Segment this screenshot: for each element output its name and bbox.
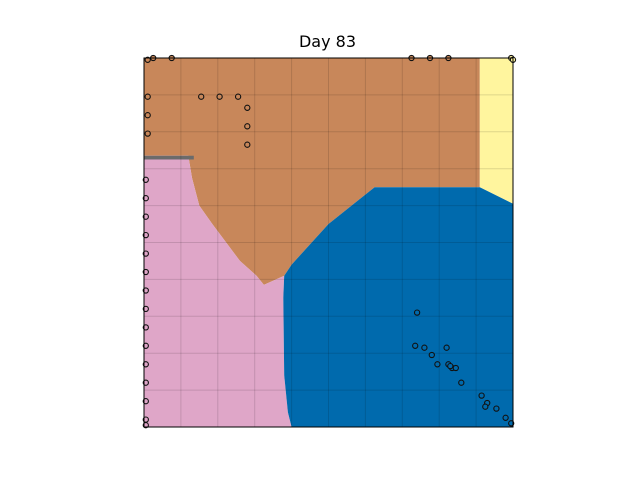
- region-layer: [144, 58, 513, 428]
- plot-frame: [143, 57, 514, 428]
- grid-layer: [144, 58, 513, 427]
- region-pink: [144, 155, 292, 428]
- data-point: [428, 351, 435, 359]
- data-point: [452, 364, 459, 372]
- region-gray: [144, 155, 194, 160]
- data-point: [421, 344, 428, 351]
- region-yellow: [479, 58, 513, 204]
- data-point: [244, 123, 251, 130]
- data-point: [198, 93, 205, 100]
- data-point: [234, 93, 242, 100]
- data-point: [493, 405, 500, 412]
- data-point: [482, 403, 489, 410]
- data-point: [144, 112, 151, 119]
- data-point: [144, 93, 151, 100]
- data-point: [144, 130, 151, 137]
- region-brown: [144, 58, 480, 285]
- data-point: [434, 361, 441, 368]
- data-point: [502, 414, 509, 421]
- chart-title: Day 83: [298, 32, 357, 51]
- data-point: [413, 309, 421, 316]
- data-point: [458, 379, 465, 386]
- data-point: [478, 392, 485, 399]
- point-layer: [142, 54, 517, 429]
- data-point: [412, 342, 419, 349]
- data-point: [447, 362, 454, 370]
- data-point: [443, 344, 450, 351]
- data-point: [244, 141, 251, 148]
- data-point: [216, 93, 223, 100]
- data-point: [244, 104, 251, 111]
